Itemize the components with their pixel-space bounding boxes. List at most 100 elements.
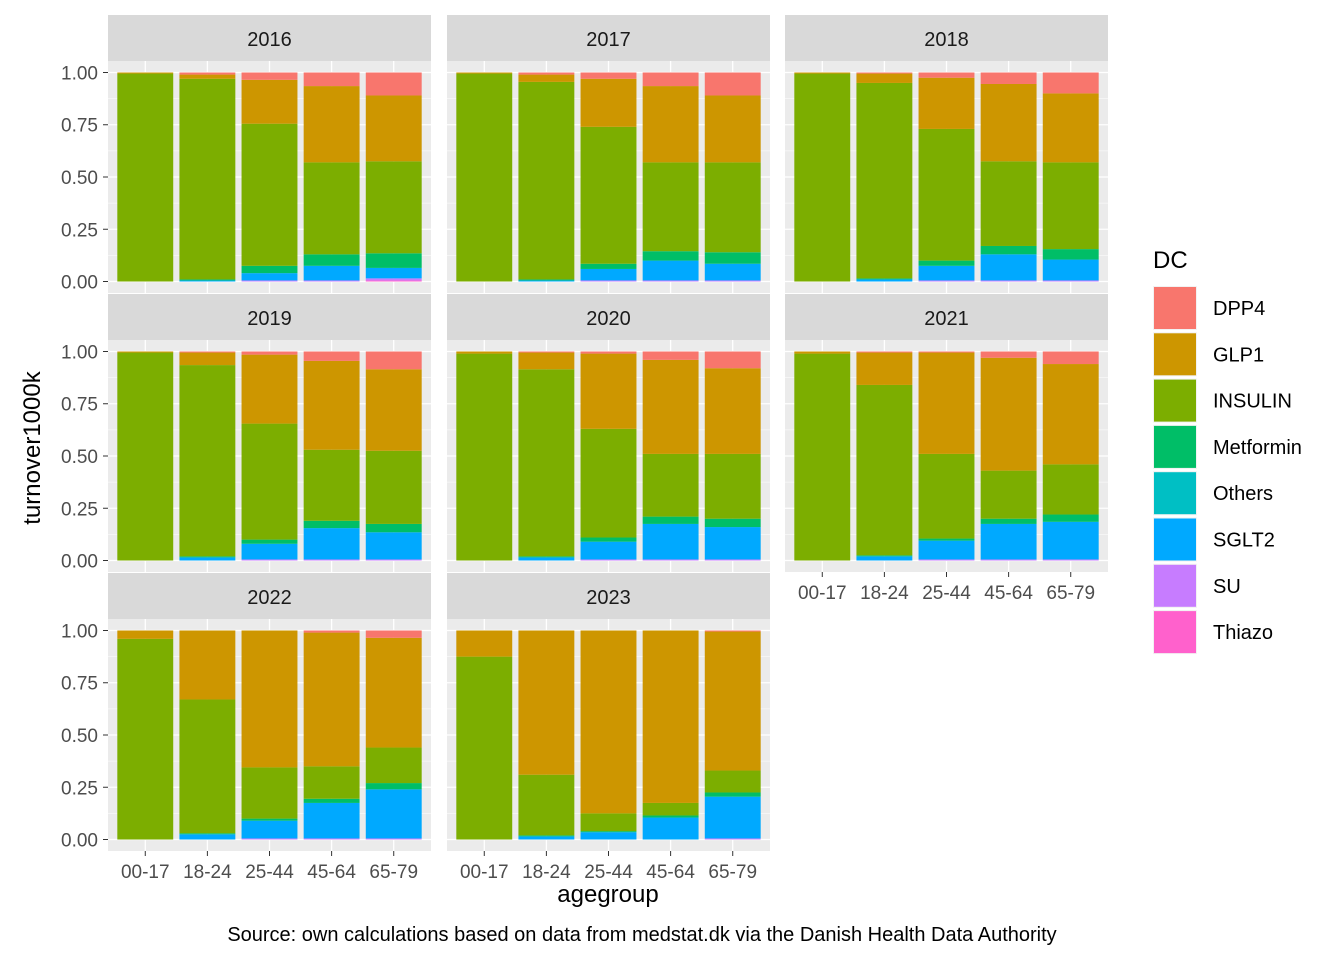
bar-segment-INSULIN — [117, 73, 174, 282]
bar-18-24 — [856, 351, 913, 561]
legend-item-Others: Others — [1153, 471, 1273, 516]
bar-00-17 — [117, 630, 174, 840]
bar-18-24 — [179, 351, 236, 561]
bar-45-64 — [980, 72, 1037, 282]
bar-segment-GLP1 — [241, 630, 298, 768]
bar-segment-INSULIN — [642, 453, 699, 517]
bar-segment-SU — [303, 838, 360, 840]
bar-segment-GLP1 — [856, 73, 913, 83]
bar-segment-DPP4 — [303, 351, 360, 361]
bar-segment-SU — [365, 559, 422, 561]
bar-segment-SU — [303, 280, 360, 282]
bar-segment-SGLT2 — [642, 260, 699, 281]
bar-segment-Metformin — [241, 265, 298, 274]
bar-segment-GLP1 — [518, 630, 575, 775]
bar-segment-Metformin — [918, 260, 975, 266]
bar-segment-GLP1 — [856, 352, 913, 385]
facet-strip — [108, 573, 431, 619]
legend-label: GLP1 — [1213, 344, 1264, 366]
bar-segment-GLP1 — [918, 352, 975, 454]
bar-segment-SGLT2 — [642, 817, 699, 840]
bar-65-79 — [704, 351, 761, 561]
legend-swatch — [1154, 333, 1196, 376]
bar-segment-SU — [642, 559, 699, 561]
bar-25-44 — [580, 351, 637, 561]
bar-segment-INSULIN — [303, 766, 360, 799]
bar-25-44 — [241, 630, 298, 840]
bar-segment-INSULIN — [456, 353, 513, 561]
bar-18-24 — [518, 351, 575, 561]
bar-segment-INSULIN — [456, 656, 513, 840]
bar-segment-Metformin — [179, 556, 236, 558]
bar-segment-SU — [918, 559, 975, 561]
bar-segment-Metformin — [241, 818, 298, 821]
bar-segment-INSULIN — [365, 450, 422, 524]
x-tick-label: 45-64 — [307, 862, 356, 883]
bar-segment-INSULIN — [642, 162, 699, 252]
bar-segment-SGLT2 — [518, 557, 575, 561]
bar-segment-INSULIN — [856, 384, 913, 556]
bar-segment-DPP4 — [704, 72, 761, 96]
bar-segment-SGLT2 — [918, 540, 975, 560]
facet-panel-2020: 2020 — [447, 294, 770, 572]
bar-segment-Metformin — [642, 815, 699, 818]
bar-segment-GLP1 — [365, 369, 422, 451]
bar-segment-GLP1 — [704, 368, 761, 454]
bar-45-64 — [980, 351, 1037, 561]
bar-segment-DPP4 — [179, 72, 236, 75]
legend-swatch — [1154, 564, 1196, 607]
bar-segment-SGLT2 — [704, 796, 761, 839]
bar-segment-INSULIN — [794, 353, 851, 561]
bar-segment-Metformin — [518, 279, 575, 281]
legend-label: SGLT2 — [1213, 530, 1275, 552]
y-tick-label: 0.00 — [61, 552, 98, 573]
bar-segment-Metformin — [980, 518, 1037, 524]
bar-segment-Metformin — [179, 279, 236, 281]
legend-swatch — [1154, 287, 1196, 329]
y-tick-label: 0.75 — [61, 674, 98, 695]
bar-segment-SGLT2 — [980, 523, 1037, 560]
bar-segment-SGLT2 — [1042, 259, 1099, 281]
bar-segment-Metformin — [856, 278, 913, 280]
bar-segment-INSULIN — [365, 161, 422, 254]
bar-segment-INSULIN — [241, 123, 298, 266]
bar-00-17 — [456, 72, 513, 282]
bar-segment-Metformin — [856, 555, 913, 557]
bar-segment-GLP1 — [580, 353, 637, 429]
bar-segment-GLP1 — [179, 352, 236, 366]
bar-segment-SGLT2 — [580, 832, 637, 840]
bar-segment-Metformin — [518, 556, 575, 558]
bar-segment-SGLT2 — [365, 267, 422, 279]
bar-segment-INSULIN — [1042, 162, 1099, 250]
bar-segment-INSULIN — [580, 126, 637, 264]
bar-25-44 — [918, 351, 975, 561]
bar-segment-Metformin — [1042, 514, 1099, 522]
bar-segment-SU — [704, 280, 761, 282]
bar-segment-GLP1 — [303, 632, 360, 767]
bar-segment-Metformin — [580, 537, 637, 542]
bar-segment-SU — [241, 838, 298, 840]
bar-segment-SU — [241, 559, 298, 561]
bar-segment-INSULIN — [303, 162, 360, 255]
bar-25-44 — [580, 72, 637, 282]
legend-swatch — [1154, 611, 1196, 654]
bar-segment-GLP1 — [117, 630, 174, 639]
facet-panel-2022: 2022 — [108, 573, 431, 851]
y-tick-label: 1.00 — [61, 63, 98, 84]
bar-segment-GLP1 — [980, 83, 1037, 162]
bar-segment-DPP4 — [642, 351, 699, 360]
x-tick-label: 00-17 — [460, 862, 509, 883]
bar-segment-GLP1 — [704, 95, 761, 163]
legend-item-GLP1: GLP1 — [1153, 332, 1264, 377]
y-tick-label: 0.00 — [61, 831, 98, 852]
bar-segment-SGLT2 — [918, 265, 975, 281]
bar-segment-DPP4 — [179, 351, 236, 353]
x-tick-label: 18-24 — [860, 583, 909, 604]
facet-strip-label: 2022 — [247, 587, 292, 609]
bar-segment-GLP1 — [365, 637, 422, 748]
bar-segment-GLP1 — [642, 630, 699, 803]
bar-segment-INSULIN — [642, 802, 699, 816]
bar-segment-DPP4 — [856, 351, 913, 353]
bar-segment-GLP1 — [518, 352, 575, 370]
